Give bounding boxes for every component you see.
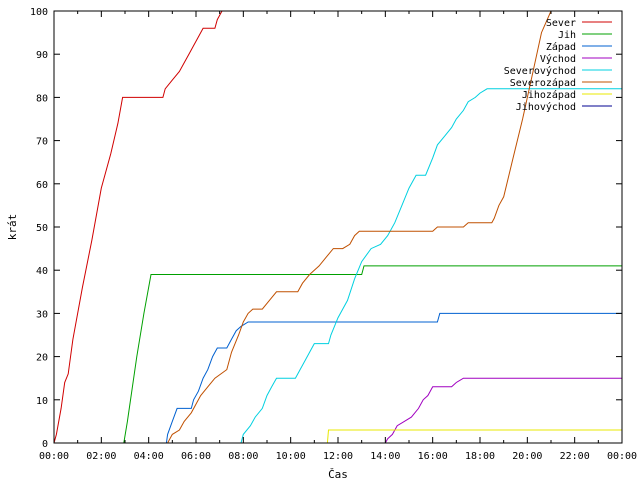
x-tick-label: 08:00 (228, 451, 258, 462)
series-line-5 (54, 88, 622, 443)
y-tick-label: 100 (30, 7, 48, 18)
x-tick-label: 00:00 (39, 451, 69, 462)
x-tick-label: 02:00 (86, 451, 116, 462)
legend-label: Západ (546, 41, 576, 53)
x-axis-label: Čas (328, 468, 348, 480)
legend-label: Sever (546, 18, 576, 29)
y-tick-label: 0 (42, 439, 48, 450)
x-tick-label: 22:00 (560, 451, 590, 462)
y-tick-label: 40 (36, 266, 48, 277)
legend: SeverJihZápadVýchodSeverovýchodSeverozáp… (504, 18, 612, 113)
y-tick-label: 30 (36, 309, 48, 320)
y-tick-label: 50 (36, 223, 48, 234)
x-tick-label: 04:00 (134, 451, 164, 462)
y-tick-label: 70 (36, 137, 48, 148)
series-line-4 (54, 377, 622, 443)
x-tick-label: 06:00 (181, 451, 211, 462)
x-tick-label: 18:00 (465, 451, 495, 462)
y-axis-label: krát (6, 214, 19, 241)
legend-label: Jihovýchod (516, 101, 576, 113)
series-line-1 (54, 11, 223, 443)
series-line-3 (54, 312, 622, 443)
legend-label: Severovýchod (504, 65, 576, 77)
y-tick-label: 60 (36, 180, 48, 191)
legend-label: Jihozápad (522, 89, 576, 101)
x-tick-label: 00:00 (607, 451, 637, 462)
x-tick-label: 12:00 (323, 451, 353, 462)
y-tick-label: 20 (36, 353, 48, 364)
y-tick-label: 90 (36, 50, 48, 61)
ticks: 0 10 20 30 40 50 60 70 80 90 100 00:00 02:00 04:00 06:… (30, 7, 637, 462)
x-tick-label: 14:00 (370, 451, 400, 462)
y-tick-label: 10 (36, 396, 48, 407)
x-tick-label: 20:00 (512, 451, 542, 462)
y-tick-label: 80 (36, 93, 48, 104)
series-line-6 (54, 11, 552, 443)
series-line-2 (54, 265, 622, 443)
legend-label: Jih (558, 30, 576, 41)
legend-label: Východ (540, 53, 576, 65)
legend-label: Severozápad (510, 77, 576, 89)
series-layer (54, 11, 622, 443)
series-line-7 (54, 429, 622, 443)
x-tick-label: 10:00 (276, 451, 306, 462)
x-tick-label: 16:00 (418, 451, 448, 462)
